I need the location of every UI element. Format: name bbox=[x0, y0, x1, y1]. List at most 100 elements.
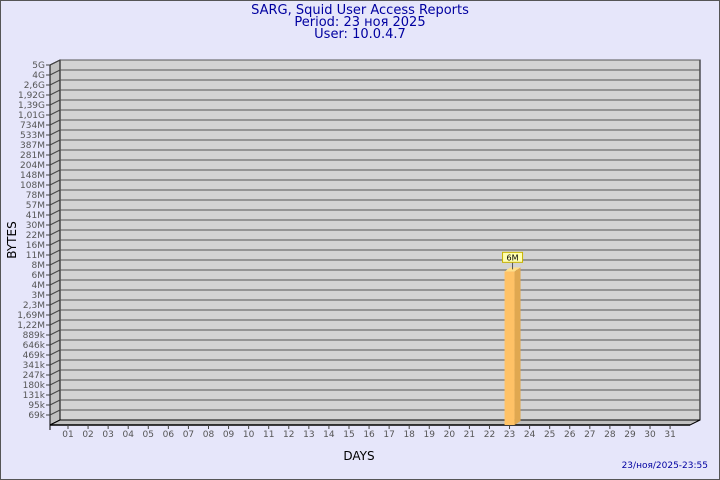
y-tick-label: 69k bbox=[28, 411, 45, 421]
y-tick-wall bbox=[49, 219, 61, 226]
x-tick-label: 03 bbox=[102, 430, 113, 440]
x-tick-label: 02 bbox=[82, 430, 93, 440]
y-tick-wall bbox=[49, 179, 61, 186]
y-tick-wall bbox=[49, 189, 61, 196]
y-tick-label: 281M bbox=[20, 151, 45, 161]
chart-title: SARG, Squid User Access Reports bbox=[251, 3, 469, 18]
y-tick-wall bbox=[49, 169, 61, 176]
y-tick-label: 8M bbox=[32, 261, 46, 271]
data-label-box bbox=[502, 251, 524, 263]
y-tick-wall bbox=[49, 89, 61, 96]
x-tick-label: 19 bbox=[424, 430, 436, 440]
x-tick-label: 17 bbox=[383, 430, 394, 440]
y-tick-label: 95k bbox=[28, 401, 45, 411]
x-tick-label: 22 bbox=[484, 430, 495, 440]
y-tick-label: 180k bbox=[23, 381, 46, 391]
y-tick-wall bbox=[49, 119, 61, 126]
y-tick-label: 41M bbox=[26, 211, 45, 221]
y-tick-wall bbox=[49, 199, 61, 206]
y-tick-wall bbox=[49, 159, 61, 166]
y-tick-label: 57M bbox=[26, 201, 45, 211]
y-tick-wall bbox=[49, 399, 61, 406]
x-tick-label: 08 bbox=[203, 430, 215, 440]
y-tick-wall bbox=[49, 69, 61, 76]
x-tick-label: 20 bbox=[444, 430, 456, 440]
y-tick-wall bbox=[49, 229, 61, 236]
x-tick-label: 26 bbox=[564, 430, 576, 440]
y-tick-label: 148M bbox=[20, 171, 45, 181]
x-tick-label: 15 bbox=[343, 430, 354, 440]
x-tick-label: 04 bbox=[122, 430, 134, 440]
y-tick-label: 16M bbox=[26, 241, 45, 251]
x-tick-label: 27 bbox=[584, 430, 595, 440]
x-tick-label: 23 bbox=[504, 430, 515, 440]
y-tick-label: 889k bbox=[23, 331, 46, 341]
bar-side bbox=[514, 267, 521, 425]
chart-user: User: 10.0.4.7 bbox=[314, 27, 406, 42]
y-tick-wall bbox=[49, 239, 61, 246]
y-tick-label: 1,39G bbox=[18, 101, 45, 111]
x-tick-label: 12 bbox=[283, 430, 294, 440]
y-tick-wall bbox=[49, 359, 61, 366]
x-tick-label: 16 bbox=[363, 430, 375, 440]
y-tick-wall bbox=[49, 369, 61, 376]
y-tick-label: 11M bbox=[26, 251, 45, 261]
x-tick-label: 25 bbox=[544, 430, 555, 440]
x-tick-label: 31 bbox=[664, 430, 675, 440]
x-tick-label: 29 bbox=[624, 430, 636, 440]
y-tick-label: 1,69M bbox=[17, 311, 45, 321]
y-tick-label: 5G bbox=[32, 61, 45, 71]
x-axis-label: DAYS bbox=[343, 449, 374, 463]
y-tick-label: 2,3M bbox=[23, 301, 45, 311]
x-tick-label: 05 bbox=[143, 430, 154, 440]
x-tick-label: 09 bbox=[223, 430, 235, 440]
y-tick-wall bbox=[49, 319, 61, 326]
y-tick-wall bbox=[49, 129, 61, 136]
y-tick-wall bbox=[49, 99, 61, 106]
y-tick-label: 108M bbox=[20, 181, 45, 191]
y-tick-wall bbox=[49, 79, 61, 86]
y-axis-label: BYTES bbox=[5, 221, 19, 258]
y-tick-label: 533M bbox=[20, 131, 45, 141]
y-tick-wall bbox=[49, 339, 61, 346]
bar-day-23 bbox=[504, 271, 515, 425]
y-tick-wall bbox=[49, 349, 61, 356]
x-tick-label: 28 bbox=[604, 430, 616, 440]
y-tick-wall bbox=[49, 249, 61, 256]
y-tick-wall bbox=[49, 309, 61, 316]
y-tick-label: 341k bbox=[23, 361, 46, 371]
y-tick-label: 131k bbox=[23, 391, 46, 401]
y-tick-wall bbox=[49, 409, 61, 416]
x-tick-label: 10 bbox=[243, 430, 255, 440]
y-tick-label: 4G bbox=[32, 71, 45, 81]
y-tick-label: 22M bbox=[26, 231, 45, 241]
y-tick-wall bbox=[49, 299, 61, 306]
y-tick-label: 30M bbox=[26, 221, 45, 231]
y-tick-wall bbox=[49, 149, 61, 156]
y-tick-label: 4M bbox=[32, 281, 46, 291]
y-tick-label: 387M bbox=[20, 141, 45, 151]
y-tick-label: 469k bbox=[23, 351, 46, 361]
y-tick-wall bbox=[49, 139, 61, 146]
y-tick-label: 734M bbox=[20, 121, 45, 131]
x-tick-label: 18 bbox=[403, 430, 415, 440]
y-tick-label: 3M bbox=[32, 291, 46, 301]
y-tick-label: 6M bbox=[32, 271, 46, 281]
x-tick-label: 01 bbox=[62, 430, 73, 440]
chart-period: Period: 23 ноя 2025 bbox=[294, 15, 426, 30]
y-tick-wall bbox=[49, 329, 61, 336]
report-timestamp: 23/ноя/2025-23:55 bbox=[621, 461, 708, 471]
y-tick-wall bbox=[49, 259, 61, 266]
y-tick-wall bbox=[49, 379, 61, 386]
y-tick-label: 1,01G bbox=[18, 111, 45, 121]
y-tick-wall bbox=[49, 289, 61, 296]
y-tick-wall bbox=[49, 209, 61, 216]
y-tick-label: 204M bbox=[20, 161, 45, 171]
y-tick-wall bbox=[49, 269, 61, 276]
x-tick-label: 13 bbox=[303, 430, 314, 440]
x-tick-label: 11 bbox=[263, 430, 274, 440]
x-tick-label: 30 bbox=[644, 430, 656, 440]
y-tick-label: 646k bbox=[23, 341, 46, 351]
y-tick-label: 1,22M bbox=[17, 321, 45, 331]
y-tick-label: 1,92G bbox=[18, 91, 45, 101]
